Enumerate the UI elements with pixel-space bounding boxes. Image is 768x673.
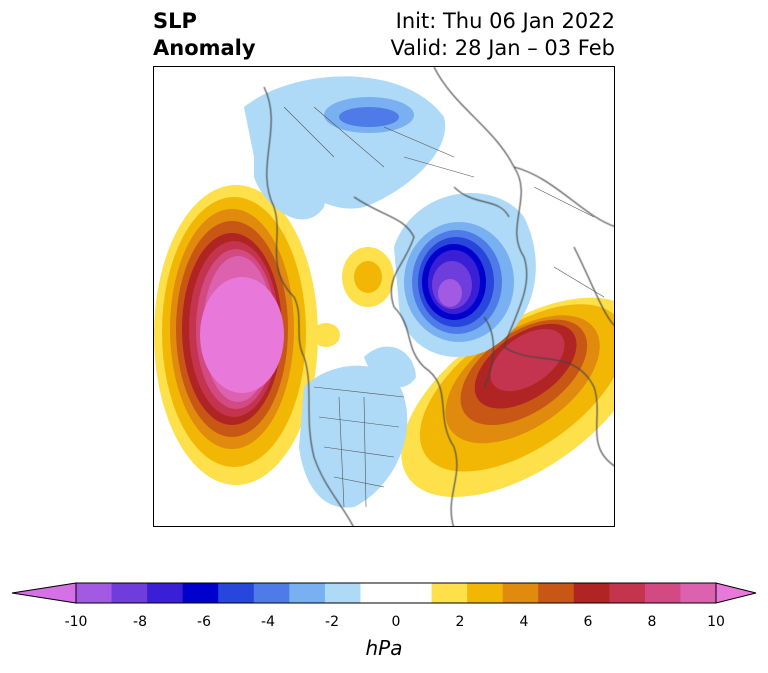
colorbar-units: hPa [365, 636, 403, 660]
colorbar-tick-label: -8 [133, 614, 147, 630]
colorbar-outline [75, 582, 717, 604]
positive-anomaly-pacific [154, 185, 318, 485]
anomaly-map [153, 66, 615, 527]
colorbar-segment [538, 583, 575, 603]
forecast-dates: Init: Thu 06 Jan 2022 Valid: 28 Jan – 03… [390, 8, 615, 62]
colorbar-segment [609, 583, 646, 603]
colorbar-segment [431, 583, 468, 603]
colorbar-segment [467, 583, 504, 603]
colorbar-tick-label: -2 [325, 614, 339, 630]
colorbar-segment [111, 583, 148, 603]
colorbar-segment [396, 583, 433, 603]
colorbar-tick-label: -4 [261, 614, 275, 630]
colorbar-segment [289, 583, 326, 603]
colorbar-segment [147, 583, 184, 603]
colorbar-segment [324, 583, 361, 603]
colorbar-extend-low [11, 582, 77, 604]
colorbar [11, 582, 757, 604]
colorbar-tick-label: 4 [519, 614, 529, 630]
valid-range: Valid: 28 Jan – 03 Feb [390, 36, 615, 60]
positive-anomaly-arctic [312, 247, 394, 347]
coastlines [263, 67, 614, 526]
colorbar-segment [573, 583, 610, 603]
political-borders [283, 106, 605, 508]
map-title: SLP Anomaly [153, 8, 256, 62]
colorbar-segments [11, 582, 757, 604]
colorbar-segment [182, 583, 219, 603]
colorbar-segment [253, 583, 290, 603]
colorbar-segment [644, 583, 681, 603]
negative-anomaly-north-america [299, 346, 416, 508]
colorbar-segment [218, 583, 255, 603]
title-line-anomaly: Anomaly [153, 36, 256, 60]
colorbar-segment [502, 583, 539, 603]
negative-anomaly-arctic [394, 193, 536, 357]
colorbar-tick-label: -10 [64, 614, 88, 630]
colorbar-segment [360, 583, 397, 603]
positive-anomaly-atlantic [401, 297, 614, 497]
colorbar-tick-label: -6 [197, 614, 211, 630]
colorbar-tick-label: 10 [707, 614, 725, 630]
colorbar-tick-label: 2 [455, 614, 465, 630]
colorbar-tick-label: 6 [583, 614, 593, 630]
colorbar-segment [76, 583, 113, 603]
negative-anomaly-siberia [244, 76, 446, 220]
colorbar-tick-label: 8 [647, 614, 657, 630]
title-line-slp: SLP [153, 9, 197, 33]
map-canvas [154, 67, 614, 526]
colorbar-extend-high [715, 582, 757, 604]
colorbar-segment [680, 583, 717, 603]
init-date: Init: Thu 06 Jan 2022 [395, 9, 615, 33]
colorbar-tick-label: 0 [391, 614, 401, 630]
